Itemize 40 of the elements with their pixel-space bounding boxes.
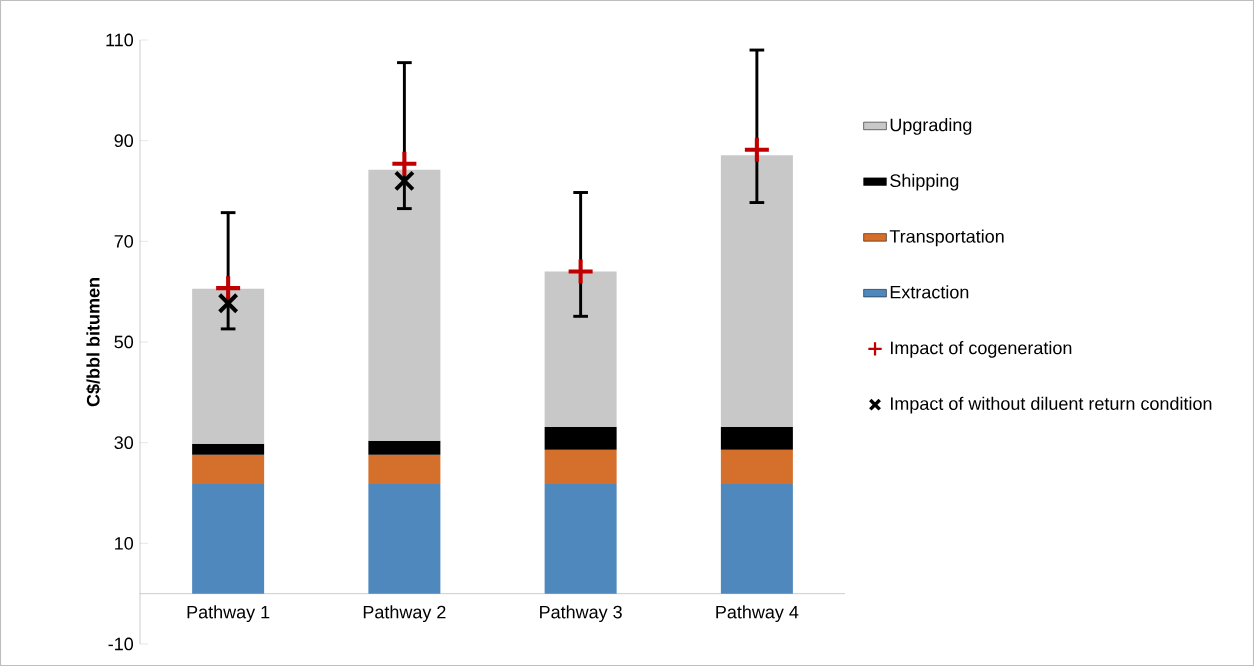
bar — [192, 288, 265, 444]
bar — [544, 449, 617, 484]
y-tick-label: 50 — [114, 335, 134, 349]
y-tick-label: 70 — [114, 234, 134, 248]
x-tick-label: Pathway 4 — [716, 605, 799, 623]
legend-label: Shipping — [890, 173, 959, 191]
point — [217, 292, 239, 314]
y-axis-title: C$/bbl bitumen — [86, 278, 101, 407]
bar — [720, 483, 793, 594]
point — [568, 259, 593, 284]
bar — [544, 483, 617, 594]
legend-label: Upgrading — [890, 118, 972, 135]
y-tick-label: 90 — [114, 134, 134, 148]
y-tick-label: -10 — [108, 637, 134, 651]
bar — [720, 427, 793, 450]
y-tick-label: 10 — [115, 536, 134, 550]
bar — [720, 155, 793, 428]
bar — [544, 271, 617, 428]
legend-label: Impact of without diluent return condition — [890, 396, 1212, 414]
legend-label: Transportation — [889, 229, 1004, 247]
legend-label: Extraction — [890, 285, 969, 299]
bar — [544, 427, 617, 450]
point — [393, 170, 415, 192]
bar — [368, 483, 441, 594]
y-tick-label: 110 — [106, 33, 134, 47]
bar — [368, 169, 441, 441]
bar — [192, 483, 265, 594]
point — [744, 137, 769, 162]
x-tick-label: Pathway 2 — [363, 605, 446, 623]
bar — [368, 440, 441, 455]
legend-label: Impact of cogeneration — [890, 341, 1072, 358]
point — [216, 276, 241, 301]
bar — [192, 454, 265, 484]
bar — [720, 449, 793, 484]
bar — [192, 443, 265, 455]
bar — [368, 454, 441, 484]
y-tick-label: 30 — [114, 436, 134, 450]
x-tick-label: Pathway 1 — [187, 605, 270, 623]
x-tick-label: Pathway 3 — [540, 605, 622, 623]
point — [392, 151, 417, 176]
